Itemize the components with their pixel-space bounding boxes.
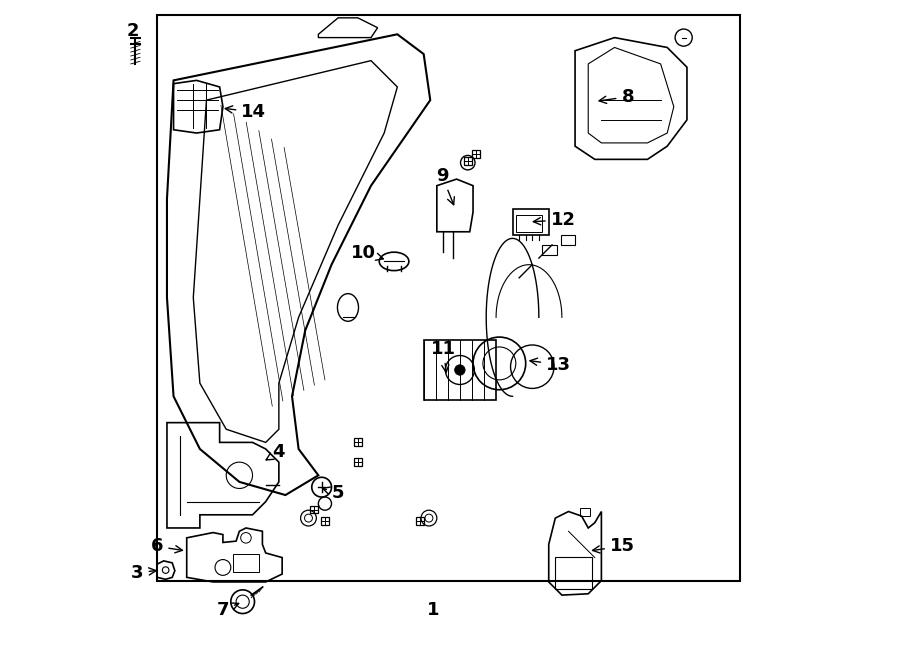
Text: 4: 4 (266, 444, 285, 461)
Bar (354, 458, 362, 466)
Bar (158, 15, 740, 580)
Text: 15: 15 (592, 537, 635, 555)
Bar (472, 150, 481, 158)
Text: 8: 8 (599, 88, 634, 106)
Bar (354, 438, 362, 446)
Text: 3: 3 (131, 564, 156, 582)
Text: 5: 5 (322, 484, 345, 502)
Bar (424, 340, 496, 400)
Text: 1: 1 (428, 602, 440, 619)
Text: 12: 12 (534, 211, 576, 229)
Bar (512, 209, 549, 235)
Bar (542, 245, 556, 254)
Bar (464, 157, 472, 165)
Text: 13: 13 (530, 356, 572, 373)
Text: 10: 10 (351, 244, 383, 262)
Circle shape (454, 365, 465, 375)
Bar (310, 506, 318, 514)
Text: 11: 11 (431, 340, 456, 372)
Text: 7: 7 (217, 602, 239, 619)
Text: 9: 9 (436, 167, 454, 205)
Bar (417, 518, 424, 525)
Bar (580, 508, 590, 516)
Bar (561, 235, 575, 245)
Text: 2: 2 (127, 22, 139, 40)
Text: 6: 6 (151, 537, 183, 555)
Bar (321, 518, 328, 525)
Text: 14: 14 (225, 103, 266, 121)
Bar (233, 554, 259, 572)
Bar (516, 215, 542, 232)
Bar (555, 557, 591, 588)
